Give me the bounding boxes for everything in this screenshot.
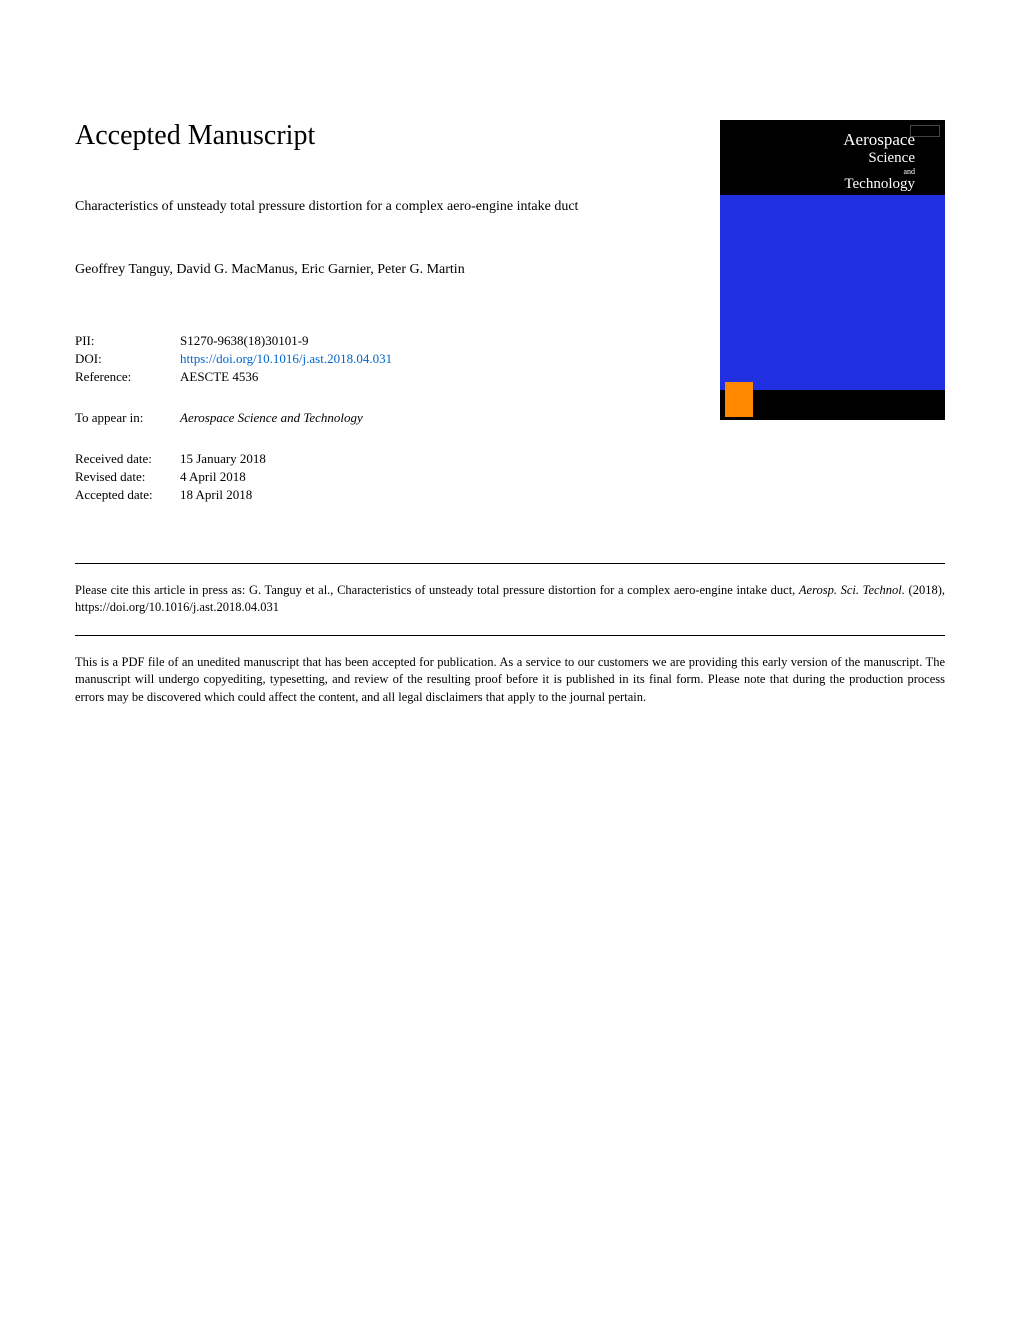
- citation-prefix: Please cite this article in press as: G.…: [75, 583, 799, 597]
- received-label: Received date:: [75, 451, 180, 467]
- cover-title-line1: Aerospace: [730, 130, 915, 150]
- reference-label: Reference:: [75, 369, 180, 385]
- doi-link[interactable]: https://doi.org/10.1016/j.ast.2018.04.03…: [180, 351, 685, 367]
- article-title: Characteristics of unsteady total pressu…: [75, 197, 685, 217]
- citation-journal: Aerosp. Sci. Technol.: [799, 583, 905, 597]
- dates-table: Received date: 15 January 2018 Revised d…: [75, 451, 685, 503]
- metadata-table: PII: S1270-9638(18)30101-9 DOI: https://…: [75, 333, 685, 385]
- cover-title-line2: Science: [730, 150, 915, 167]
- cover-header: Aerospace Science and Technology: [720, 120, 945, 195]
- page-heading: Accepted Manuscript: [75, 120, 685, 152]
- received-row: Received date: 15 January 2018: [75, 451, 685, 467]
- appear-in-label: To appear in:: [75, 410, 180, 426]
- cover-title-line3: Technology: [730, 176, 915, 193]
- separator-line: [75, 563, 945, 564]
- doi-label: DOI:: [75, 351, 180, 367]
- doi-row: DOI: https://doi.org/10.1016/j.ast.2018.…: [75, 351, 685, 367]
- pii-row: PII: S1270-9638(18)30101-9: [75, 333, 685, 349]
- appear-in-row: To appear in: Aerospace Science and Tech…: [75, 410, 685, 426]
- revised-label: Revised date:: [75, 469, 180, 485]
- reference-value: AESCTE 4536: [180, 369, 685, 385]
- citation-text: Please cite this article in press as: G.…: [75, 582, 945, 617]
- disclaimer-text: This is a PDF file of an unedited manusc…: [75, 654, 945, 707]
- pii-value: S1270-9638(18)30101-9: [180, 333, 685, 349]
- revised-value: 4 April 2018: [180, 469, 246, 485]
- cover-badge-icon: [910, 125, 940, 137]
- elsevier-logo-icon: [725, 382, 753, 417]
- accepted-row: Accepted date: 18 April 2018: [75, 487, 685, 503]
- authors: Geoffrey Tanguy, David G. MacManus, Eric…: [75, 262, 685, 278]
- journal-name: Aerospace Science and Technology: [180, 410, 363, 426]
- accepted-label: Accepted date:: [75, 487, 180, 503]
- journal-cover: Aerospace Science and Technology: [720, 120, 945, 420]
- separator-line-2: [75, 635, 945, 636]
- reference-row: Reference: AESCTE 4536: [75, 369, 685, 385]
- received-value: 15 January 2018: [180, 451, 266, 467]
- pii-label: PII:: [75, 333, 180, 349]
- cover-and: and: [730, 167, 915, 176]
- main-content: Accepted Manuscript Characteristics of u…: [75, 120, 685, 563]
- cover-body: [720, 195, 945, 390]
- accepted-value: 18 April 2018: [180, 487, 252, 503]
- cover-footer: [720, 390, 945, 420]
- revised-row: Revised date: 4 April 2018: [75, 469, 685, 485]
